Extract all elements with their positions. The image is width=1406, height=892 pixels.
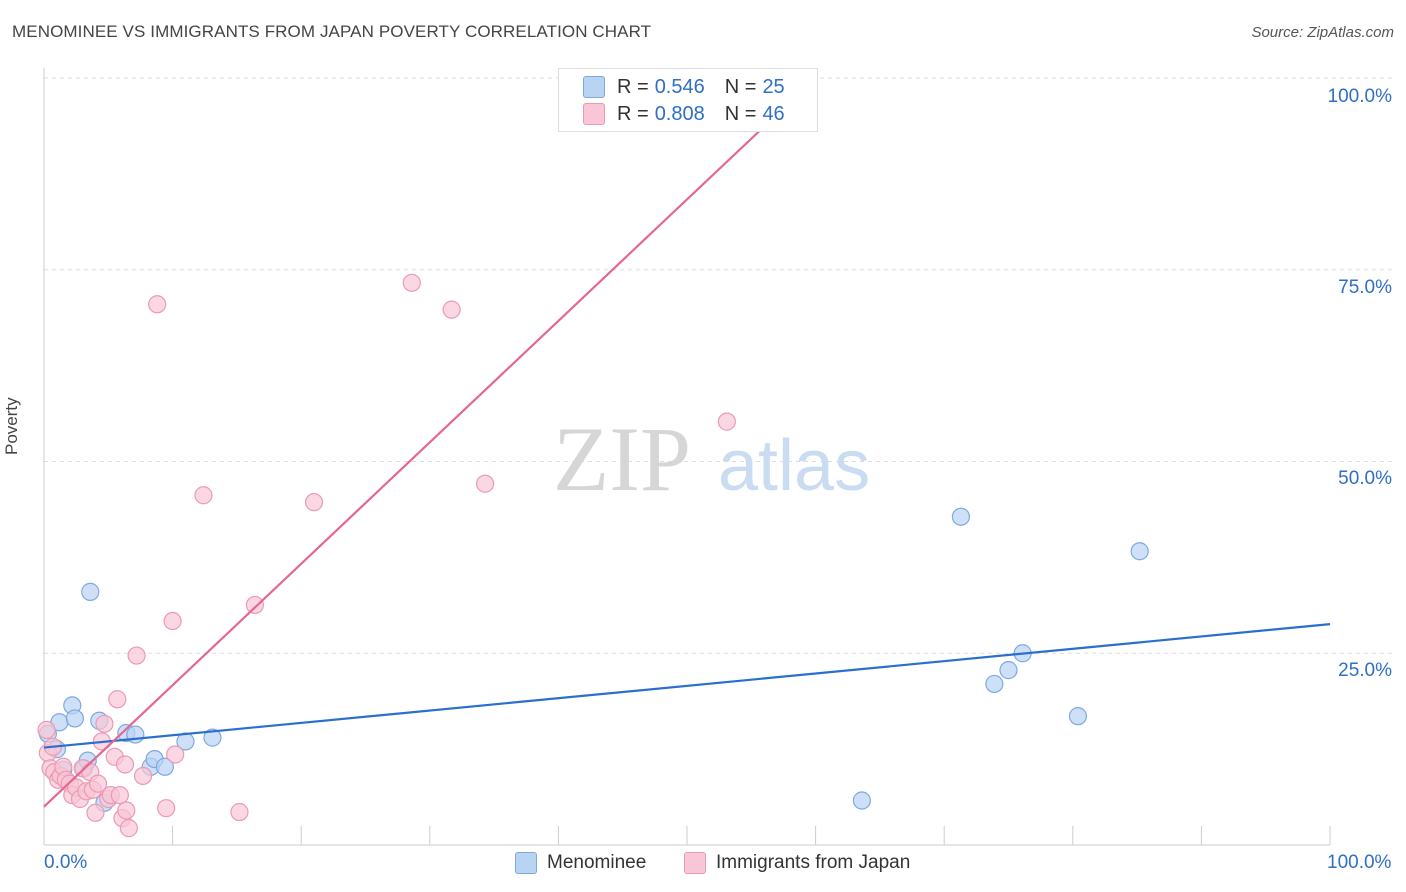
- r-value: 0.546: [654, 75, 705, 98]
- legend-row-menominee: R = 0.546 N = 25: [583, 74, 785, 100]
- menominee-point: [1068, 707, 1088, 726]
- x-tick-min: 0.0%: [44, 852, 88, 873]
- trend-lines: [43, 77, 1331, 808]
- japan-point: [717, 412, 736, 431]
- menominee-point: [1130, 542, 1149, 561]
- axes: [43, 68, 1331, 846]
- japan-point: [157, 799, 176, 818]
- n-value: 25: [762, 75, 785, 98]
- source-label: Source: ZipAtlas.com: [1251, 24, 1394, 41]
- japan-point: [245, 595, 265, 615]
- japan-point: [88, 774, 108, 793]
- menominee-trend-line: [43, 623, 1331, 749]
- y-tick-50: 50.0%: [1338, 468, 1392, 489]
- y-tick-25: 25.0%: [1338, 660, 1392, 681]
- watermark-atlas: atlas: [718, 426, 870, 506]
- japan-point: [442, 300, 461, 319]
- japan-point: [133, 766, 153, 786]
- menominee-points: [38, 507, 1149, 812]
- japan-legend-swatch: [684, 852, 706, 874]
- japan-point: [117, 801, 136, 820]
- chart-title: MENOMINEE VS IMMIGRANTS FROM JAPAN POVER…: [12, 22, 652, 41]
- menominee-point: [985, 674, 1004, 694]
- menominee-legend-swatch: [515, 852, 537, 874]
- menominee-point: [155, 757, 174, 776]
- menominee-swatch: [583, 76, 605, 98]
- japan-swatch: [583, 103, 605, 125]
- japan-point: [163, 611, 182, 631]
- watermark-zip: ZIP: [553, 408, 691, 510]
- japan-trend-line: [43, 77, 817, 808]
- japan-point: [37, 720, 56, 740]
- menominee-point: [81, 582, 100, 601]
- japan-point: [115, 755, 135, 774]
- watermark: ZIP atlas: [553, 408, 870, 510]
- japan-point: [148, 295, 167, 314]
- legend-label-menominee: Menominee: [547, 852, 647, 873]
- n-value: 46: [762, 102, 785, 125]
- legend-item-menominee: Menominee: [515, 852, 646, 874]
- menominee-point: [126, 725, 145, 744]
- japan-point: [110, 786, 129, 805]
- menominee-point: [65, 709, 84, 728]
- legend-row-japan: R = 0.808 N = 46: [583, 101, 785, 127]
- japan-points: [37, 273, 736, 838]
- japan-point: [304, 493, 324, 512]
- r-label: R =: [617, 75, 649, 98]
- menominee-point: [951, 507, 971, 526]
- n-label: N =: [724, 75, 757, 98]
- menominee-point: [203, 728, 222, 747]
- y-tick-100: 100.0%: [1327, 86, 1392, 107]
- legend-item-japan: Immigrants from Japan: [684, 852, 910, 874]
- x-tick-max: 100.0%: [1327, 852, 1392, 873]
- gridlines: [44, 77, 1394, 654]
- japan-point: [108, 690, 127, 709]
- japan-point: [119, 819, 138, 838]
- japan-point: [127, 646, 146, 665]
- menominee-point: [852, 791, 871, 810]
- y-tick-75: 75.0%: [1338, 277, 1392, 298]
- japan-point: [194, 486, 213, 505]
- menominee-point: [999, 661, 1018, 680]
- correlation-legend: R = 0.546 N = 25 R = 0.808 N = 46: [558, 68, 818, 132]
- japan-point: [86, 803, 105, 822]
- japan-point: [475, 474, 495, 493]
- legend-label-japan: Immigrants from Japan: [716, 852, 911, 873]
- r-value: 0.808: [654, 102, 705, 125]
- japan-point: [95, 714, 114, 733]
- japan-point: [230, 802, 249, 822]
- japan-point: [166, 745, 185, 764]
- japan-point: [402, 273, 421, 292]
- n-label: N =: [724, 102, 757, 125]
- r-label: R =: [617, 102, 649, 125]
